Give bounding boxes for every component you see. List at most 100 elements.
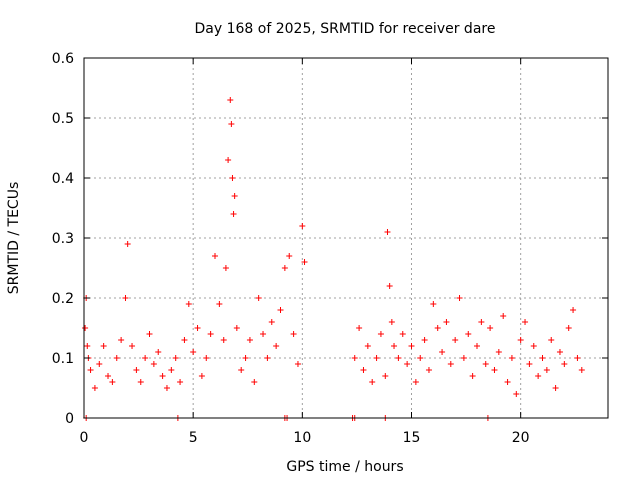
- y-tick-label: 0.3: [52, 231, 74, 247]
- data-point: [474, 343, 480, 349]
- data-point: [203, 355, 210, 361]
- x-tick-label: 10: [293, 430, 311, 446]
- data-point: [251, 379, 258, 385]
- data-point: [388, 319, 395, 325]
- data-point: [113, 355, 120, 361]
- data-point: [84, 343, 91, 349]
- data-point: [447, 361, 454, 367]
- data-point: [190, 349, 197, 355]
- data-point: [299, 223, 306, 229]
- data-point: [487, 325, 494, 331]
- data-point: [522, 319, 529, 325]
- data-point: [425, 367, 432, 373]
- data-point: [556, 349, 563, 355]
- data-point: [561, 361, 568, 367]
- data-point: [246, 337, 253, 343]
- data-points: [82, 97, 585, 421]
- data-point: [177, 379, 184, 385]
- y-axis-label: SRMTID / TECUs: [6, 182, 22, 295]
- data-point: [124, 241, 131, 247]
- data-point: [222, 265, 229, 271]
- data-point: [255, 295, 262, 301]
- data-point: [434, 325, 441, 331]
- data-point: [482, 361, 489, 367]
- data-point: [478, 319, 485, 325]
- data-point: [530, 343, 537, 349]
- data-point: [142, 355, 149, 361]
- data-point: [122, 295, 129, 301]
- data-point: [264, 355, 271, 361]
- data-point: [404, 361, 411, 367]
- data-point: [504, 379, 511, 385]
- data-point: [460, 355, 467, 361]
- data-point: [159, 373, 166, 379]
- data-point: [412, 379, 419, 385]
- data-point: [399, 331, 406, 337]
- data-point: [91, 385, 98, 391]
- data-point: [82, 325, 89, 331]
- x-tick-label: 5: [189, 430, 198, 446]
- data-point: [469, 373, 476, 379]
- data-point: [163, 385, 170, 391]
- data-point: [351, 355, 358, 361]
- data-point: [216, 301, 223, 307]
- data-point: [578, 367, 585, 373]
- data-point: [574, 355, 581, 361]
- data-point: [230, 211, 237, 217]
- data-point: [233, 325, 240, 331]
- data-point: [207, 331, 214, 337]
- data-point: [168, 367, 175, 373]
- chart-title: Day 168 of 2025, SRMTID for receiver dar…: [195, 21, 496, 37]
- data-point: [360, 367, 367, 373]
- y-tick-label: 0: [65, 411, 74, 427]
- data-point: [443, 319, 450, 325]
- data-point: [286, 253, 293, 259]
- data-point: [96, 361, 103, 367]
- data-point: [87, 367, 94, 373]
- data-point: [105, 373, 112, 379]
- data-point: [439, 349, 446, 355]
- data-point: [395, 355, 402, 361]
- gridlines: [84, 58, 608, 418]
- data-point: [277, 307, 284, 313]
- data-point: [227, 97, 234, 103]
- data-point: [548, 337, 555, 343]
- data-point: [565, 325, 572, 331]
- data-point: [294, 361, 301, 367]
- data-point: [194, 325, 201, 331]
- data-point: [129, 343, 136, 349]
- data-point: [373, 355, 380, 361]
- data-point: [225, 157, 232, 163]
- data-point: [369, 379, 376, 385]
- data-point: [229, 175, 236, 181]
- data-point: [301, 259, 308, 265]
- data-point: [238, 367, 245, 373]
- data-point: [172, 355, 179, 361]
- data-point: [386, 283, 393, 289]
- data-point: [377, 331, 384, 337]
- data-point: [198, 373, 205, 379]
- data-point: [146, 331, 153, 337]
- data-point: [382, 373, 389, 379]
- data-point: [137, 379, 144, 385]
- data-point: [133, 367, 140, 373]
- data-point: [391, 343, 398, 349]
- data-point: [268, 319, 275, 325]
- data-point: [181, 337, 188, 343]
- data-point: [364, 343, 371, 349]
- data-point: [231, 193, 238, 199]
- data-point: [465, 331, 472, 337]
- data-point: [570, 307, 577, 313]
- data-point: [500, 313, 507, 319]
- y-tick-label: 0.4: [52, 171, 74, 187]
- data-point: [260, 331, 267, 337]
- data-point: [109, 379, 116, 385]
- data-point: [118, 337, 125, 343]
- data-point: [430, 301, 437, 307]
- data-point: [242, 355, 249, 361]
- data-point: [491, 367, 498, 373]
- data-point: [384, 229, 391, 235]
- data-point: [526, 361, 533, 367]
- data-point: [452, 337, 459, 343]
